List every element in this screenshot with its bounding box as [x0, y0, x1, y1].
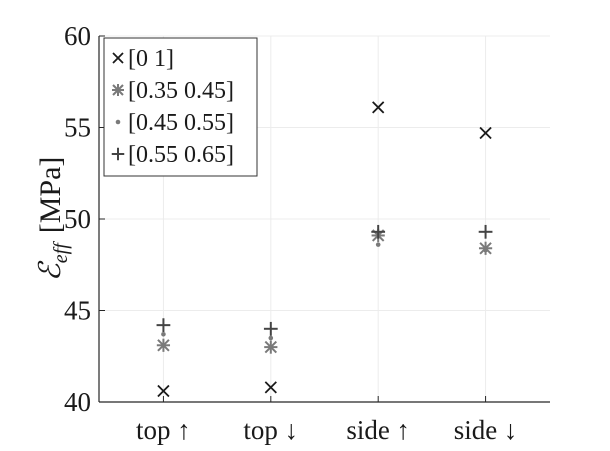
y-axis-label-subscript: eff — [50, 241, 72, 263]
legend-label: [0.55 0.65] — [128, 142, 234, 168]
legend-marker — [112, 84, 124, 96]
y-tick-label: 40 — [64, 387, 91, 417]
legend-label: [0.45 0.55] — [128, 110, 234, 136]
legend-marker — [115, 119, 121, 125]
data-point-plus — [478, 224, 493, 239]
y-tick-label: 60 — [64, 21, 91, 51]
legend-item: [0 1] — [112, 46, 174, 72]
data-point-dot — [161, 331, 166, 337]
y-tick-label: 55 — [64, 113, 91, 143]
x-tick-label: side ↓ — [454, 415, 518, 445]
data-point-dot — [483, 247, 488, 253]
data-point-asterisk — [264, 340, 278, 354]
x-tick-label: side ↑ — [346, 415, 410, 445]
legend-items: [0 1] [0.35 0.45] [0.45 0.55] [0.55 0.65] — [111, 46, 234, 168]
data-point-x — [157, 384, 170, 398]
legend-label: [0.35 0.45] — [128, 78, 234, 104]
data-point-x — [479, 126, 492, 140]
y-tick-label: 50 — [64, 204, 91, 234]
legend-item: [0.55 0.65] — [111, 142, 234, 168]
data-point-plus — [371, 224, 386, 239]
legend-marker — [111, 147, 125, 161]
legend: [0 1] [0.35 0.45] [0.45 0.55] [0.55 0.65] — [103, 37, 258, 177]
data-point-plus — [263, 321, 278, 336]
data-point-plus — [156, 318, 171, 333]
data-point-asterisk — [156, 338, 171, 352]
legend-item: [0.45 0.55] — [115, 110, 234, 136]
legend-item: [0.35 0.45] — [112, 78, 234, 104]
data-point-dot — [375, 242, 381, 247]
x-tick-label: top ↑ — [136, 415, 191, 445]
legend-marker — [112, 52, 124, 64]
data-point-dot — [268, 335, 274, 341]
y-axis-label: ℰeff [MPa] — [34, 157, 72, 282]
legend-box — [103, 37, 258, 177]
legend-label: [0 1] — [128, 46, 174, 72]
axis-layer — [98, 35, 550, 403]
data-point-x — [264, 381, 277, 394]
x-tick-label: top ↓ — [243, 415, 298, 445]
data-point-x — [372, 101, 385, 114]
y-axis-label-unit: [MPa] — [34, 157, 67, 234]
marks-layer — [156, 101, 493, 398]
tick-label-layer: 40 45 50 55 60 top ↑ top ↓ side ↑ side ↓ — [64, 21, 517, 445]
y-axis-label-symbol: ℰ — [34, 260, 67, 281]
y-tick-label: 45 — [64, 296, 91, 326]
